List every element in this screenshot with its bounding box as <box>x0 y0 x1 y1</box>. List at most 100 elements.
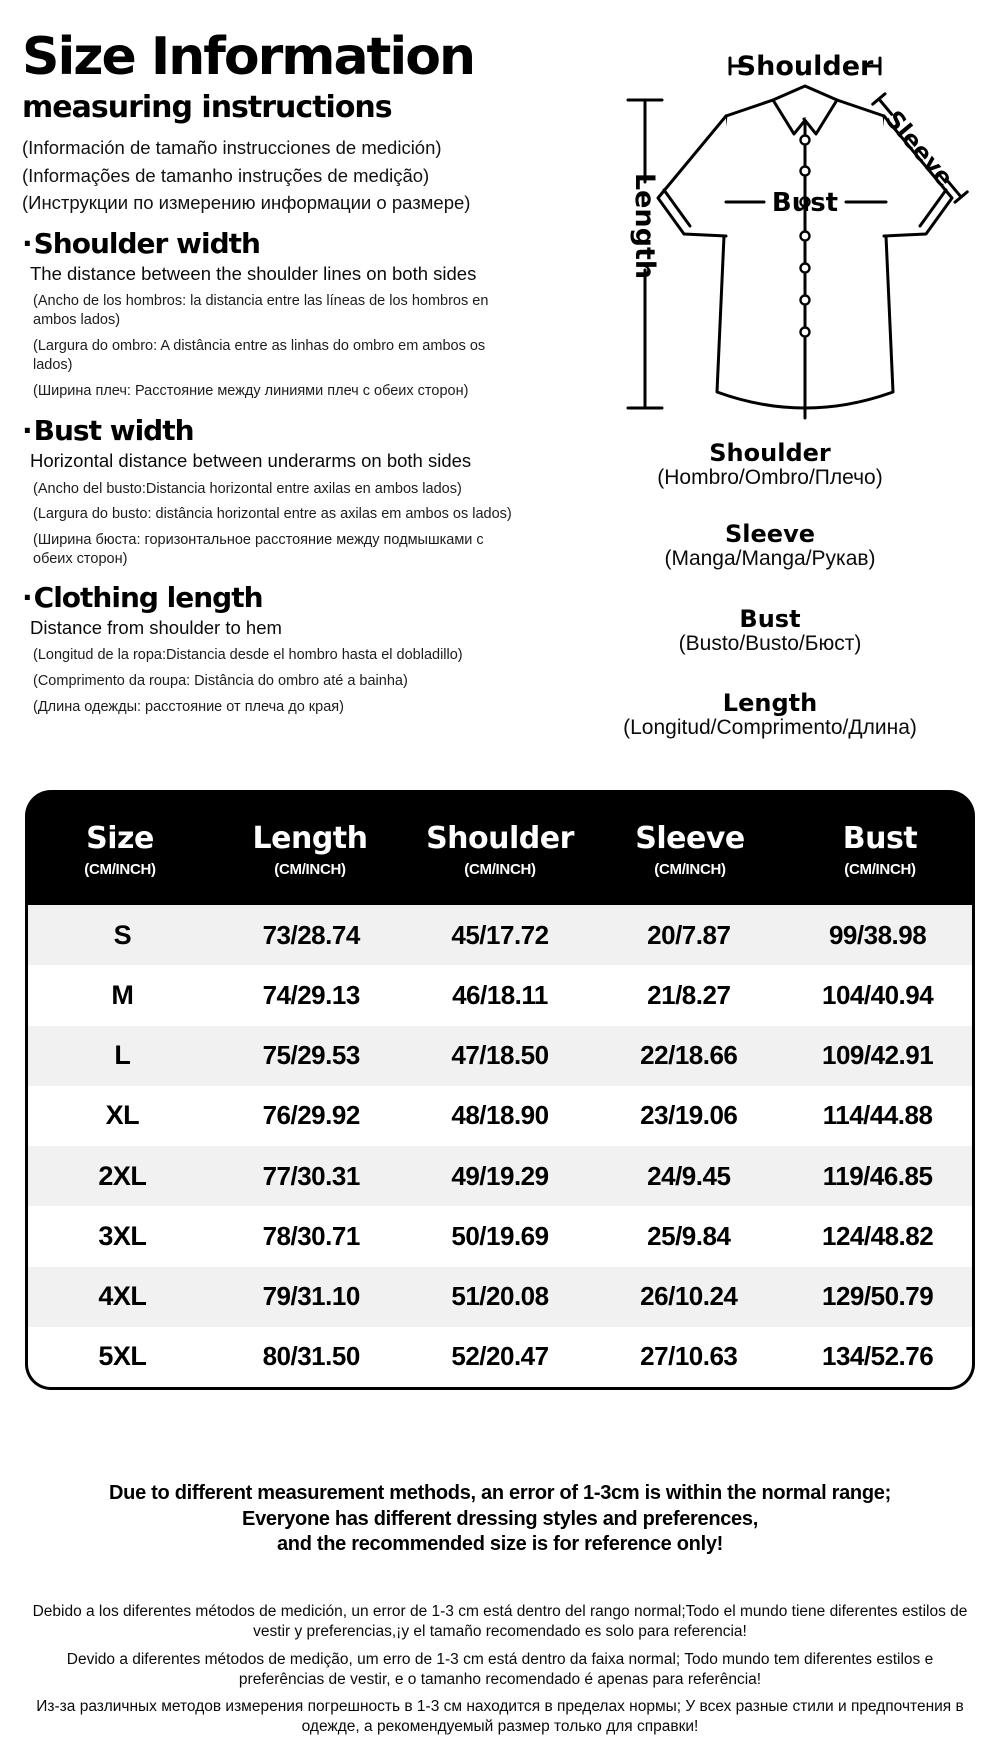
cell-size: XL <box>28 1100 217 1131</box>
cell-bust: 109/42.91 <box>783 1040 972 1071</box>
column-unit: (CM/INCH) <box>844 861 915 878</box>
cell-sleeve: 24/9.45 <box>594 1161 783 1192</box>
section-title-text: Clothing length <box>34 581 263 614</box>
section-shoulder-width: ·Shoulder width The distance between the… <box>22 227 534 400</box>
section-title: ·Shoulder width <box>22 227 534 260</box>
section-translation-es: (Ancho de los hombros: la distancia entr… <box>33 292 515 330</box>
legend-name: Bust <box>540 606 1000 632</box>
shirt-measurement-diagram: Shoulder Length Bust Sleeve Shoulder (Ho… <box>540 30 1000 764</box>
cell-length: 74/29.13 <box>217 980 406 1011</box>
disclaimer-ru: Из-за различных методов измерения погреш… <box>25 1697 975 1738</box>
column-label: Size <box>86 821 154 856</box>
cell-shoulder: 48/18.90 <box>406 1100 595 1131</box>
legend-shoulder: Shoulder (Hombro/Ombro/Плечо) <box>540 440 1000 491</box>
cell-size: 3XL <box>28 1221 217 1252</box>
legend-translation: (Manga/Manga/Рукав) <box>540 547 1000 571</box>
table-header: Size (CM/INCH) Length (CM/INCH) Shoulder… <box>25 790 975 905</box>
bullet: · <box>22 581 32 614</box>
column-label: Shoulder <box>426 821 574 856</box>
section-title: ·Clothing length <box>22 581 534 614</box>
legend-name: Sleeve <box>540 521 1000 547</box>
cell-sleeve: 26/10.24 <box>594 1281 783 1312</box>
cell-length: 75/29.53 <box>217 1040 406 1071</box>
cell-size: 4XL <box>28 1281 217 1312</box>
cell-size: L <box>28 1040 217 1071</box>
cell-bust: 134/52.76 <box>783 1341 972 1372</box>
section-translation-ru: (Длина одежды: расстояние от плеча до кр… <box>33 698 515 717</box>
legend-length: Length (Longitud/Comprimento/Длина) <box>540 690 1000 741</box>
cell-size: 5XL <box>28 1341 217 1372</box>
diagram-length-label: Length <box>629 173 660 279</box>
column-header-sleeve: Sleeve (CM/INCH) <box>595 790 785 905</box>
section-translation-pt: (Largura do busto: distância horizontal … <box>33 505 515 524</box>
cell-bust: 99/38.98 <box>783 920 972 951</box>
table-row: S 73/28.74 45/17.72 20/7.87 99/38.98 <box>28 905 972 965</box>
section-description: The distance between the shoulder lines … <box>30 262 534 285</box>
section-bust-width: ·Bust width Horizontal distance between … <box>22 414 534 569</box>
table-body: S 73/28.74 45/17.72 20/7.87 99/38.98 M 7… <box>25 905 975 1390</box>
section-description: Horizontal distance between underarms on… <box>30 449 534 472</box>
cell-length: 76/29.92 <box>217 1100 406 1131</box>
table-row: 3XL 78/30.71 50/19.69 25/9.84 124/48.82 <box>28 1206 972 1266</box>
cell-bust: 114/44.88 <box>783 1100 972 1131</box>
column-header-shoulder: Shoulder (CM/INCH) <box>405 790 595 905</box>
cell-shoulder: 45/17.72 <box>406 920 595 951</box>
section-translation-es: (Longitud de la ropa:Distancia desde el … <box>33 646 515 665</box>
cell-shoulder: 51/20.08 <box>406 1281 595 1312</box>
section-title: ·Bust width <box>22 414 534 447</box>
section-translation-pt: (Comprimento da roupa: Distância do ombr… <box>33 672 515 691</box>
legend-name: Shoulder <box>540 440 1000 466</box>
table-row: 4XL 79/31.10 51/20.08 26/10.24 129/50.79 <box>28 1267 972 1327</box>
cell-length: 73/28.74 <box>217 920 406 951</box>
disclaimer-en-line: and the recommended size is for referenc… <box>25 1532 975 1558</box>
table-row: L 75/29.53 47/18.50 22/18.66 109/42.91 <box>28 1026 972 1086</box>
legend-bust: Bust (Busto/Busto/Бюст) <box>540 606 1000 657</box>
column-unit: (CM/INCH) <box>274 861 345 878</box>
diagram-bust-label: Bust <box>772 188 838 218</box>
cell-sleeve: 21/8.27 <box>594 980 783 1011</box>
disclaimer-en: Due to different measurement methods, an… <box>25 1481 975 1558</box>
disclaimer-en-line: Everyone has different dressing styles a… <box>25 1507 975 1533</box>
cell-bust: 119/46.85 <box>783 1161 972 1192</box>
cell-shoulder: 52/20.47 <box>406 1341 595 1372</box>
cell-shoulder: 50/19.69 <box>406 1221 595 1252</box>
cell-bust: 124/48.82 <box>783 1221 972 1252</box>
disclaimer-pt: Devido a diferentes métodos de medição, … <box>25 1650 975 1692</box>
section-translation-ru: (Ширина бюста: горизонтальное расстояние… <box>33 531 515 569</box>
shirt-diagram-svg: Shoulder Length Bust Sleeve <box>540 30 1000 430</box>
cell-sleeve: 22/18.66 <box>594 1040 783 1071</box>
legend-translation: (Longitud/Comprimento/Длина) <box>540 716 1000 740</box>
disclaimer-en-line: Due to different measurement methods, an… <box>25 1481 975 1507</box>
cell-sleeve: 25/9.84 <box>594 1221 783 1252</box>
cell-length: 79/31.10 <box>217 1281 406 1312</box>
column-header-size: Size (CM/INCH) <box>25 790 215 905</box>
measuring-guide: ·Shoulder width The distance between the… <box>22 0 534 717</box>
cell-sleeve: 20/7.87 <box>594 920 783 951</box>
cell-size: 2XL <box>28 1161 217 1192</box>
cell-shoulder: 49/19.29 <box>406 1161 595 1192</box>
diagram-shoulder-label: Shoulder <box>737 51 874 82</box>
cell-shoulder: 47/18.50 <box>406 1040 595 1071</box>
column-label: Sleeve <box>635 821 745 856</box>
cell-length: 77/30.31 <box>217 1161 406 1192</box>
section-clothing-length: ·Clothing length Distance from shoulder … <box>22 581 534 717</box>
column-header-length: Length (CM/INCH) <box>215 790 405 905</box>
section-translation-es: (Ancho del busto:Distancia horizontal en… <box>33 480 515 499</box>
cell-size: M <box>28 980 217 1011</box>
column-unit: (CM/INCH) <box>84 861 155 878</box>
table-row: XL 76/29.92 48/18.90 23/19.06 114/44.88 <box>28 1086 972 1146</box>
bullet: · <box>22 414 32 447</box>
cell-shoulder: 46/18.11 <box>406 980 595 1011</box>
cell-length: 80/31.50 <box>217 1341 406 1372</box>
bullet: · <box>22 227 32 260</box>
cell-sleeve: 23/19.06 <box>594 1100 783 1131</box>
table-row: 2XL 77/30.31 49/19.29 24/9.45 119/46.85 <box>28 1146 972 1206</box>
legend-name: Length <box>540 690 1000 716</box>
section-title-text: Bust width <box>34 414 194 447</box>
cell-length: 78/30.71 <box>217 1221 406 1252</box>
section-translation-pt: (Largura do ombro: A distância entre as … <box>33 337 515 375</box>
column-unit: (CM/INCH) <box>654 861 725 878</box>
table-row: M 74/29.13 46/18.11 21/8.27 104/40.94 <box>28 965 972 1025</box>
column-label: Length <box>253 821 368 856</box>
cell-sleeve: 27/10.63 <box>594 1341 783 1372</box>
